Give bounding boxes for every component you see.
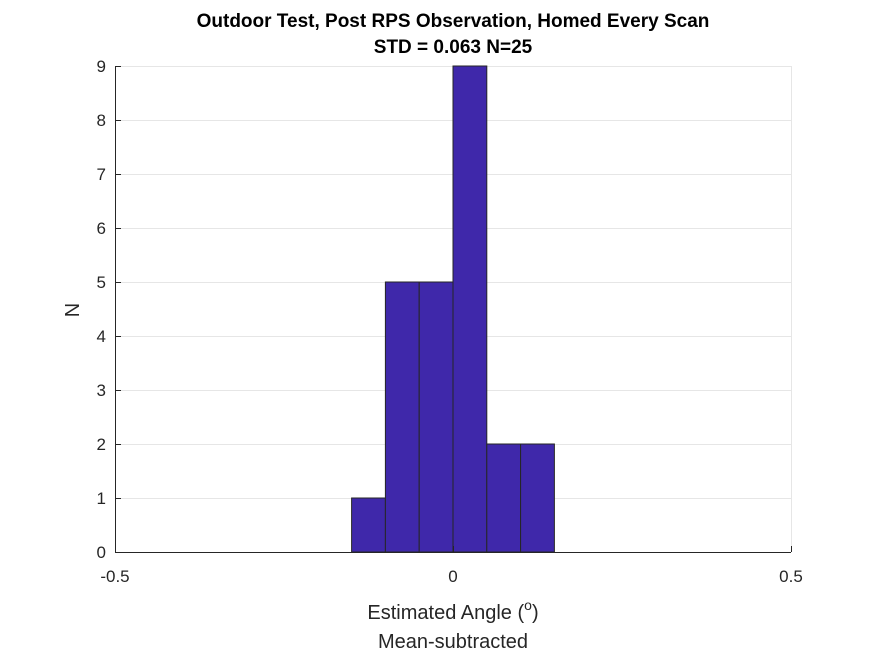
histogram-bar	[520, 443, 555, 553]
chart-subtitle: STD = 0.063 N=25	[374, 37, 533, 58]
x-axis-label-close: )	[532, 602, 539, 624]
y-tick-label: 8	[97, 111, 106, 130]
histogram-bar	[486, 443, 522, 553]
y-tick-label: 5	[97, 273, 106, 292]
x-axis-label-superscript: o	[524, 597, 532, 613]
x-tick-label: -0.5	[100, 567, 129, 586]
y-tick-label: 0	[97, 543, 106, 562]
y-tick-label: 7	[97, 165, 106, 184]
tick-labels: 0 1 2 3 4 5 6 7 8 9 -0.5 0 0.5	[97, 57, 803, 586]
x-axis-label-line2: Mean-subtracted	[378, 631, 528, 653]
x-axis-label: Estimated Angle (o)	[367, 597, 538, 624]
plot-axes	[115, 66, 792, 553]
histogram-bar	[384, 281, 420, 553]
x-tick-label: 0.5	[779, 567, 803, 586]
x-tick-label: 0	[448, 567, 457, 586]
histogram-bar	[418, 281, 454, 553]
y-axis-label: N	[62, 303, 84, 317]
histogram-bar	[351, 497, 386, 553]
x-axis-label-main: Estimated Angle (	[367, 602, 524, 624]
chart-title: Outdoor Test, Post RPS Observation, Home…	[197, 11, 710, 32]
y-tick-label: 3	[97, 381, 106, 400]
histogram-bars	[351, 65, 555, 553]
y-tick-label: 6	[97, 219, 106, 238]
y-tick-label: 4	[97, 327, 106, 346]
y-tick-label: 1	[97, 489, 106, 508]
histogram-bar	[452, 65, 488, 553]
y-tick-label: 9	[97, 57, 106, 76]
y-tick-label: 2	[97, 435, 106, 454]
